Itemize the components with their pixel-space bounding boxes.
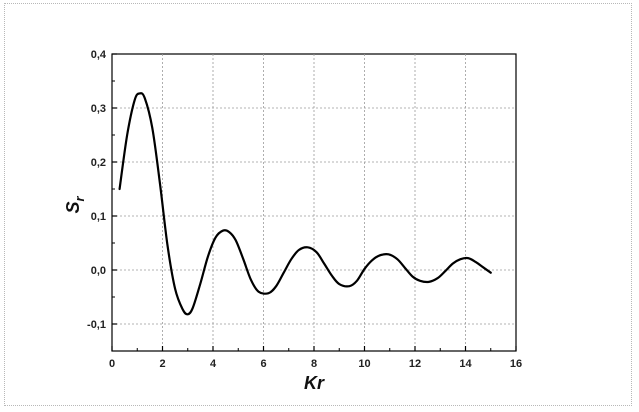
series-line — [118, 92, 492, 316]
chart-frame — [4, 3, 632, 406]
y-tick-label: 0,1 — [91, 211, 106, 223]
y-axis-title-main: S — [63, 202, 83, 214]
x-tick-label: 14 — [459, 358, 472, 370]
x-tick-label: 8 — [311, 358, 317, 370]
x-axis-title: Kr — [304, 373, 325, 393]
x-tick-label: 0 — [109, 358, 115, 370]
y-tick-label: 0,0 — [91, 265, 106, 277]
x-tick-label: 16 — [510, 358, 522, 370]
y-tick-labels: -0,1 0,0 0,1 0,2 0,3 0,4 — [87, 49, 107, 331]
y-tick-label: -0,1 — [87, 319, 106, 331]
axis-ticks — [111, 53, 517, 351]
x-tick-label: 12 — [409, 358, 421, 370]
series-lines — [118, 92, 492, 316]
y-tick-label: 0,4 — [91, 49, 107, 61]
x-tick-label: 6 — [260, 358, 266, 370]
x-tick-label: 2 — [159, 358, 165, 370]
gridlines — [112, 54, 516, 351]
y-axis-title: Sr — [63, 196, 87, 214]
x-tick-label: 10 — [358, 358, 370, 370]
x-tick-labels: 0 2 4 6 8 10 12 14 16 — [109, 358, 522, 370]
x-tick-label: 4 — [210, 358, 217, 370]
y-tick-label: 0,3 — [91, 103, 106, 115]
y-axis-title-subscript: r — [72, 196, 87, 202]
y-tick-label: 0,2 — [91, 157, 106, 169]
